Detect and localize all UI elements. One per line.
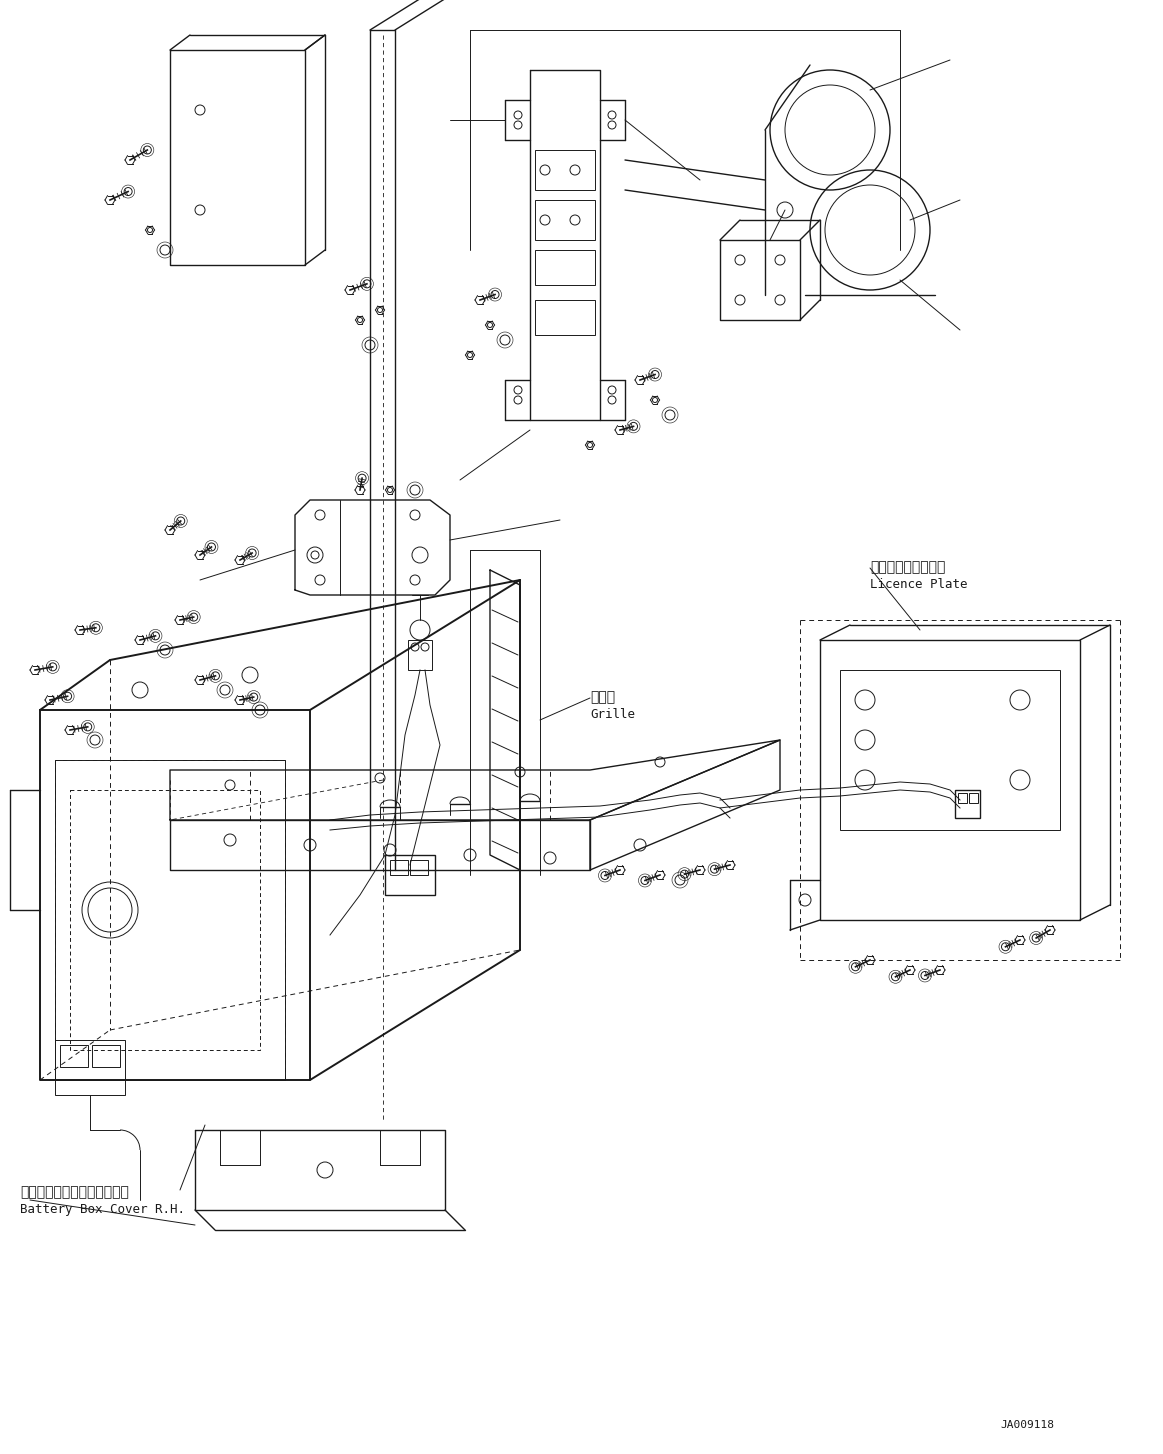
Text: JA009118: JA009118 — [1000, 1421, 1054, 1429]
Bar — [535, 201, 595, 240]
Bar — [535, 250, 595, 285]
Text: ライセンスプレート: ライセンスプレート — [870, 560, 946, 574]
Bar — [969, 792, 978, 803]
Text: Battery Box Cover R.H.: Battery Box Cover R.H. — [20, 1202, 185, 1216]
Text: Licence Plate: Licence Plate — [870, 579, 968, 590]
Bar — [55, 760, 285, 1080]
Bar — [390, 859, 408, 875]
Bar — [92, 1045, 120, 1067]
Text: グリル: グリル — [590, 691, 615, 704]
Text: バッテリボックスカバー　右: バッテリボックスカバー 右 — [20, 1185, 129, 1200]
Bar — [411, 859, 428, 875]
Bar — [958, 792, 966, 803]
Bar — [535, 300, 595, 334]
Text: Grille: Grille — [590, 708, 635, 721]
Bar — [840, 670, 1059, 830]
Bar — [60, 1045, 88, 1067]
Bar — [385, 855, 435, 896]
Bar — [535, 150, 595, 190]
Bar — [955, 790, 980, 819]
Bar — [408, 640, 431, 670]
Bar — [55, 1040, 124, 1095]
